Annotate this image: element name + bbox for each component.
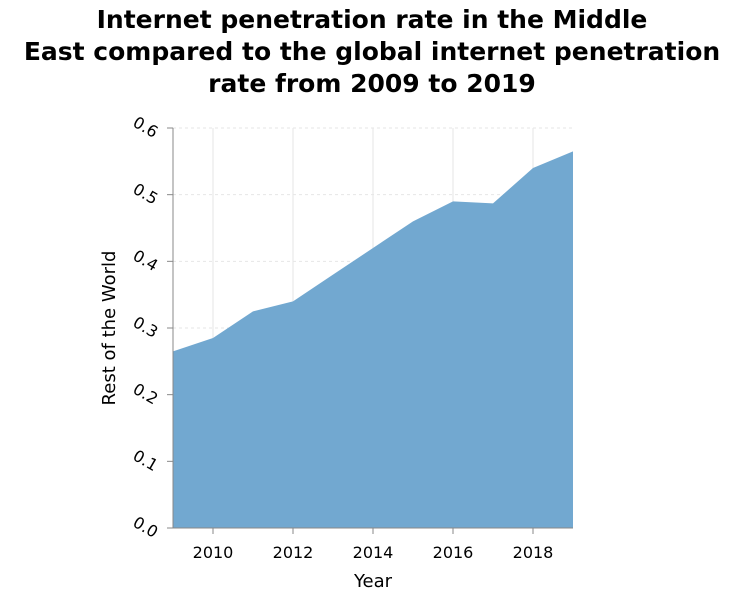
y-tick-label-4: 0.4: [130, 246, 162, 275]
x-tick-label-4: 2018: [513, 543, 554, 562]
x-axis-ticks: 2010 2012 2014 2016 2018: [193, 528, 554, 562]
y-axis-label: Rest of the World: [99, 251, 120, 406]
x-tick-label-3: 2016: [433, 543, 474, 562]
y-tick-label-0: 0.0: [130, 513, 162, 542]
x-tick-label-0: 2010: [193, 543, 234, 562]
x-axis-label: Year: [353, 571, 393, 592]
x-tick-label-1: 2012: [273, 543, 314, 562]
y-tick-label-3: 0.3: [130, 313, 162, 342]
chart-title-line-1: Internet penetration rate in the Middle: [96, 5, 648, 34]
y-tick-label-2: 0.2: [130, 379, 162, 408]
area-series: [173, 151, 573, 529]
y-tick-label-6: 0.6: [130, 113, 162, 142]
x-tick-label-2: 2014: [353, 543, 394, 562]
y-tick-label-1: 0.1: [130, 446, 162, 475]
chart-title: Internet penetration rate in the Middle …: [0, 4, 744, 100]
chart-title-line-2: East compared to the global internet pen…: [23, 37, 721, 66]
chart-title-line-3: rate from 2009 to 2019: [208, 69, 536, 98]
y-tick-label-5: 0.5: [130, 179, 162, 208]
y-axis-ticks: 0.0 0.1 0.2 0.3 0.4 0.5 0.6: [130, 113, 173, 542]
